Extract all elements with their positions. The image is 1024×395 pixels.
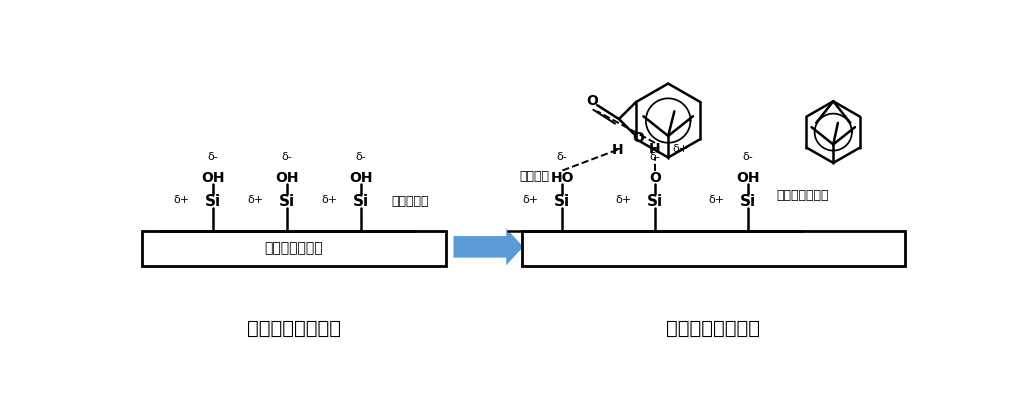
Text: O: O bbox=[633, 131, 644, 145]
Text: δ+: δ+ bbox=[522, 195, 539, 205]
Text: Si: Si bbox=[279, 194, 295, 209]
Text: δ+: δ+ bbox=[672, 144, 688, 154]
FancyArrow shape bbox=[454, 228, 523, 265]
Text: δ-: δ- bbox=[208, 152, 219, 162]
Text: Si: Si bbox=[554, 194, 570, 209]
Text: O: O bbox=[649, 171, 660, 185]
Text: δ+: δ+ bbox=[174, 195, 190, 205]
Text: Si: Si bbox=[647, 194, 664, 209]
Text: Si: Si bbox=[205, 194, 221, 209]
Text: ガラスプレート: ガラスプレート bbox=[264, 241, 324, 256]
Text: δ+: δ+ bbox=[248, 195, 263, 205]
Text: 水素結合: 水素結合 bbox=[519, 170, 549, 183]
Text: δ-: δ- bbox=[649, 152, 660, 162]
Text: O: O bbox=[587, 94, 598, 107]
Text: OH: OH bbox=[202, 171, 225, 185]
Text: スポッティング後: スポッティング後 bbox=[667, 319, 760, 338]
Text: H: H bbox=[611, 143, 624, 157]
Text: 相互作用しない: 相互作用しない bbox=[776, 189, 828, 202]
Text: HO: HO bbox=[550, 171, 573, 185]
Text: シラノール: シラノール bbox=[391, 195, 429, 208]
Text: δ+: δ+ bbox=[709, 195, 725, 205]
Text: OH: OH bbox=[349, 171, 373, 185]
Bar bbox=[521, 231, 905, 266]
Text: OH: OH bbox=[736, 171, 760, 185]
Text: δ+: δ+ bbox=[615, 195, 632, 205]
Bar bbox=[142, 231, 445, 266]
Text: Si: Si bbox=[740, 194, 756, 209]
Text: δ+: δ+ bbox=[322, 195, 337, 205]
Text: スポッティング前: スポッティング前 bbox=[247, 319, 341, 338]
Text: δ-: δ- bbox=[557, 152, 567, 162]
Text: δ-: δ- bbox=[355, 152, 366, 162]
Text: δ-: δ- bbox=[742, 152, 754, 162]
Text: δ-: δ- bbox=[282, 152, 292, 162]
Text: OH: OH bbox=[275, 171, 299, 185]
Text: H: H bbox=[649, 142, 660, 156]
Text: Si: Si bbox=[352, 194, 369, 209]
